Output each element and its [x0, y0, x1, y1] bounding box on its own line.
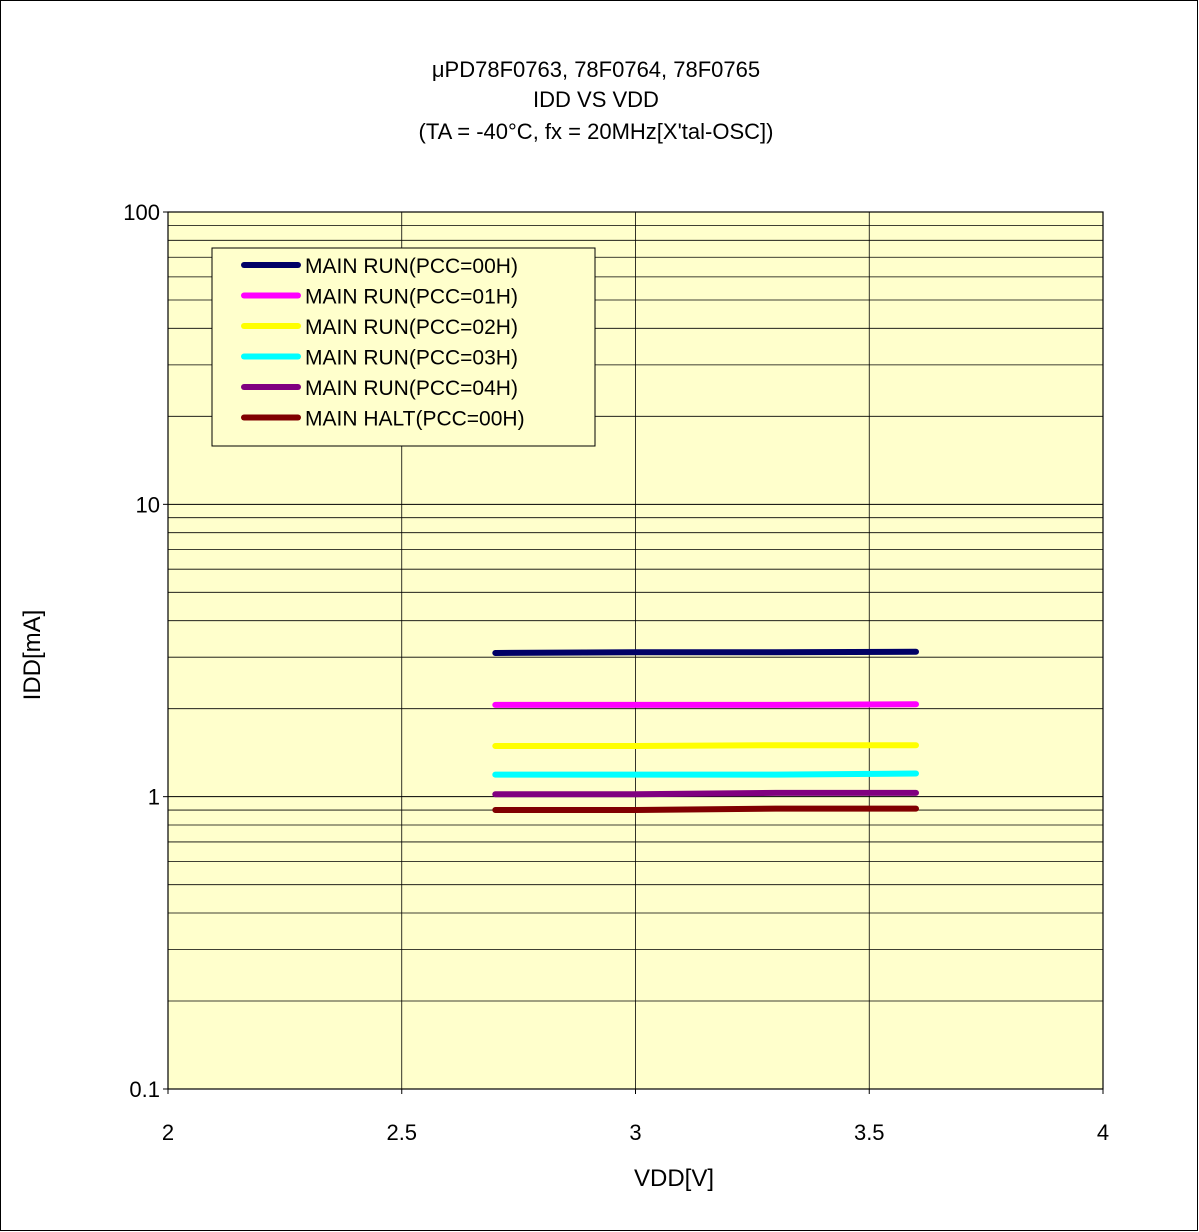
- series-line-1: [492, 648, 919, 656]
- x-tick-label: 2.5: [386, 1120, 417, 1145]
- x-axis-label: VDD[V]: [634, 1165, 714, 1192]
- y-tick-label: 10: [136, 492, 160, 517]
- chart-title-line-3: (TA = -40°C, fx = 20MHz[X'tal-OSC]): [419, 119, 774, 144]
- legend-label-6: MAIN HALT(PCC=00H): [305, 408, 525, 431]
- legend-box: [211, 247, 596, 447]
- series-line-3: [492, 742, 919, 749]
- x-tick-label: 3.5: [854, 1120, 885, 1145]
- legend: MAIN RUN(PCC=00H) MAIN RUN(PCC=01H) MAIN R…: [211, 247, 596, 447]
- chart-title-line-1: μPD78F0763, 78F0764, 78F0765: [432, 57, 760, 82]
- y-tick-label: 1: [148, 785, 160, 810]
- legend-label-1: MAIN RUN(PCC=00H): [305, 255, 518, 278]
- series-line-2: [492, 701, 919, 708]
- y-tick-label: 0.1: [129, 1077, 160, 1102]
- x-tick-label: 4: [1097, 1120, 1109, 1145]
- data-series: [492, 648, 919, 813]
- legend-label-5: MAIN RUN(PCC=04H): [305, 377, 518, 400]
- x-tick-labels: 2 2.5 3 3.5 4: [162, 1089, 1109, 1145]
- x-tick-label: 3: [629, 1120, 641, 1145]
- series-line-5: [492, 789, 919, 798]
- series-line-4: [492, 770, 919, 778]
- legend-label-4: MAIN RUN(PCC=03H): [305, 347, 518, 370]
- legend-label-3: MAIN RUN(PCC=02H): [305, 316, 518, 339]
- y-axis-label: IDD[mA]: [19, 610, 46, 701]
- x-tick-label: 2: [162, 1120, 174, 1145]
- y-tick-label: 100: [123, 200, 160, 225]
- chart-title-line-2: IDD VS VDD: [533, 87, 659, 112]
- y-tick-labels: 0.1 1 10 100: [123, 200, 168, 1102]
- series-line-6: [492, 805, 919, 813]
- legend-label-2: MAIN RUN(PCC=01H): [305, 286, 518, 309]
